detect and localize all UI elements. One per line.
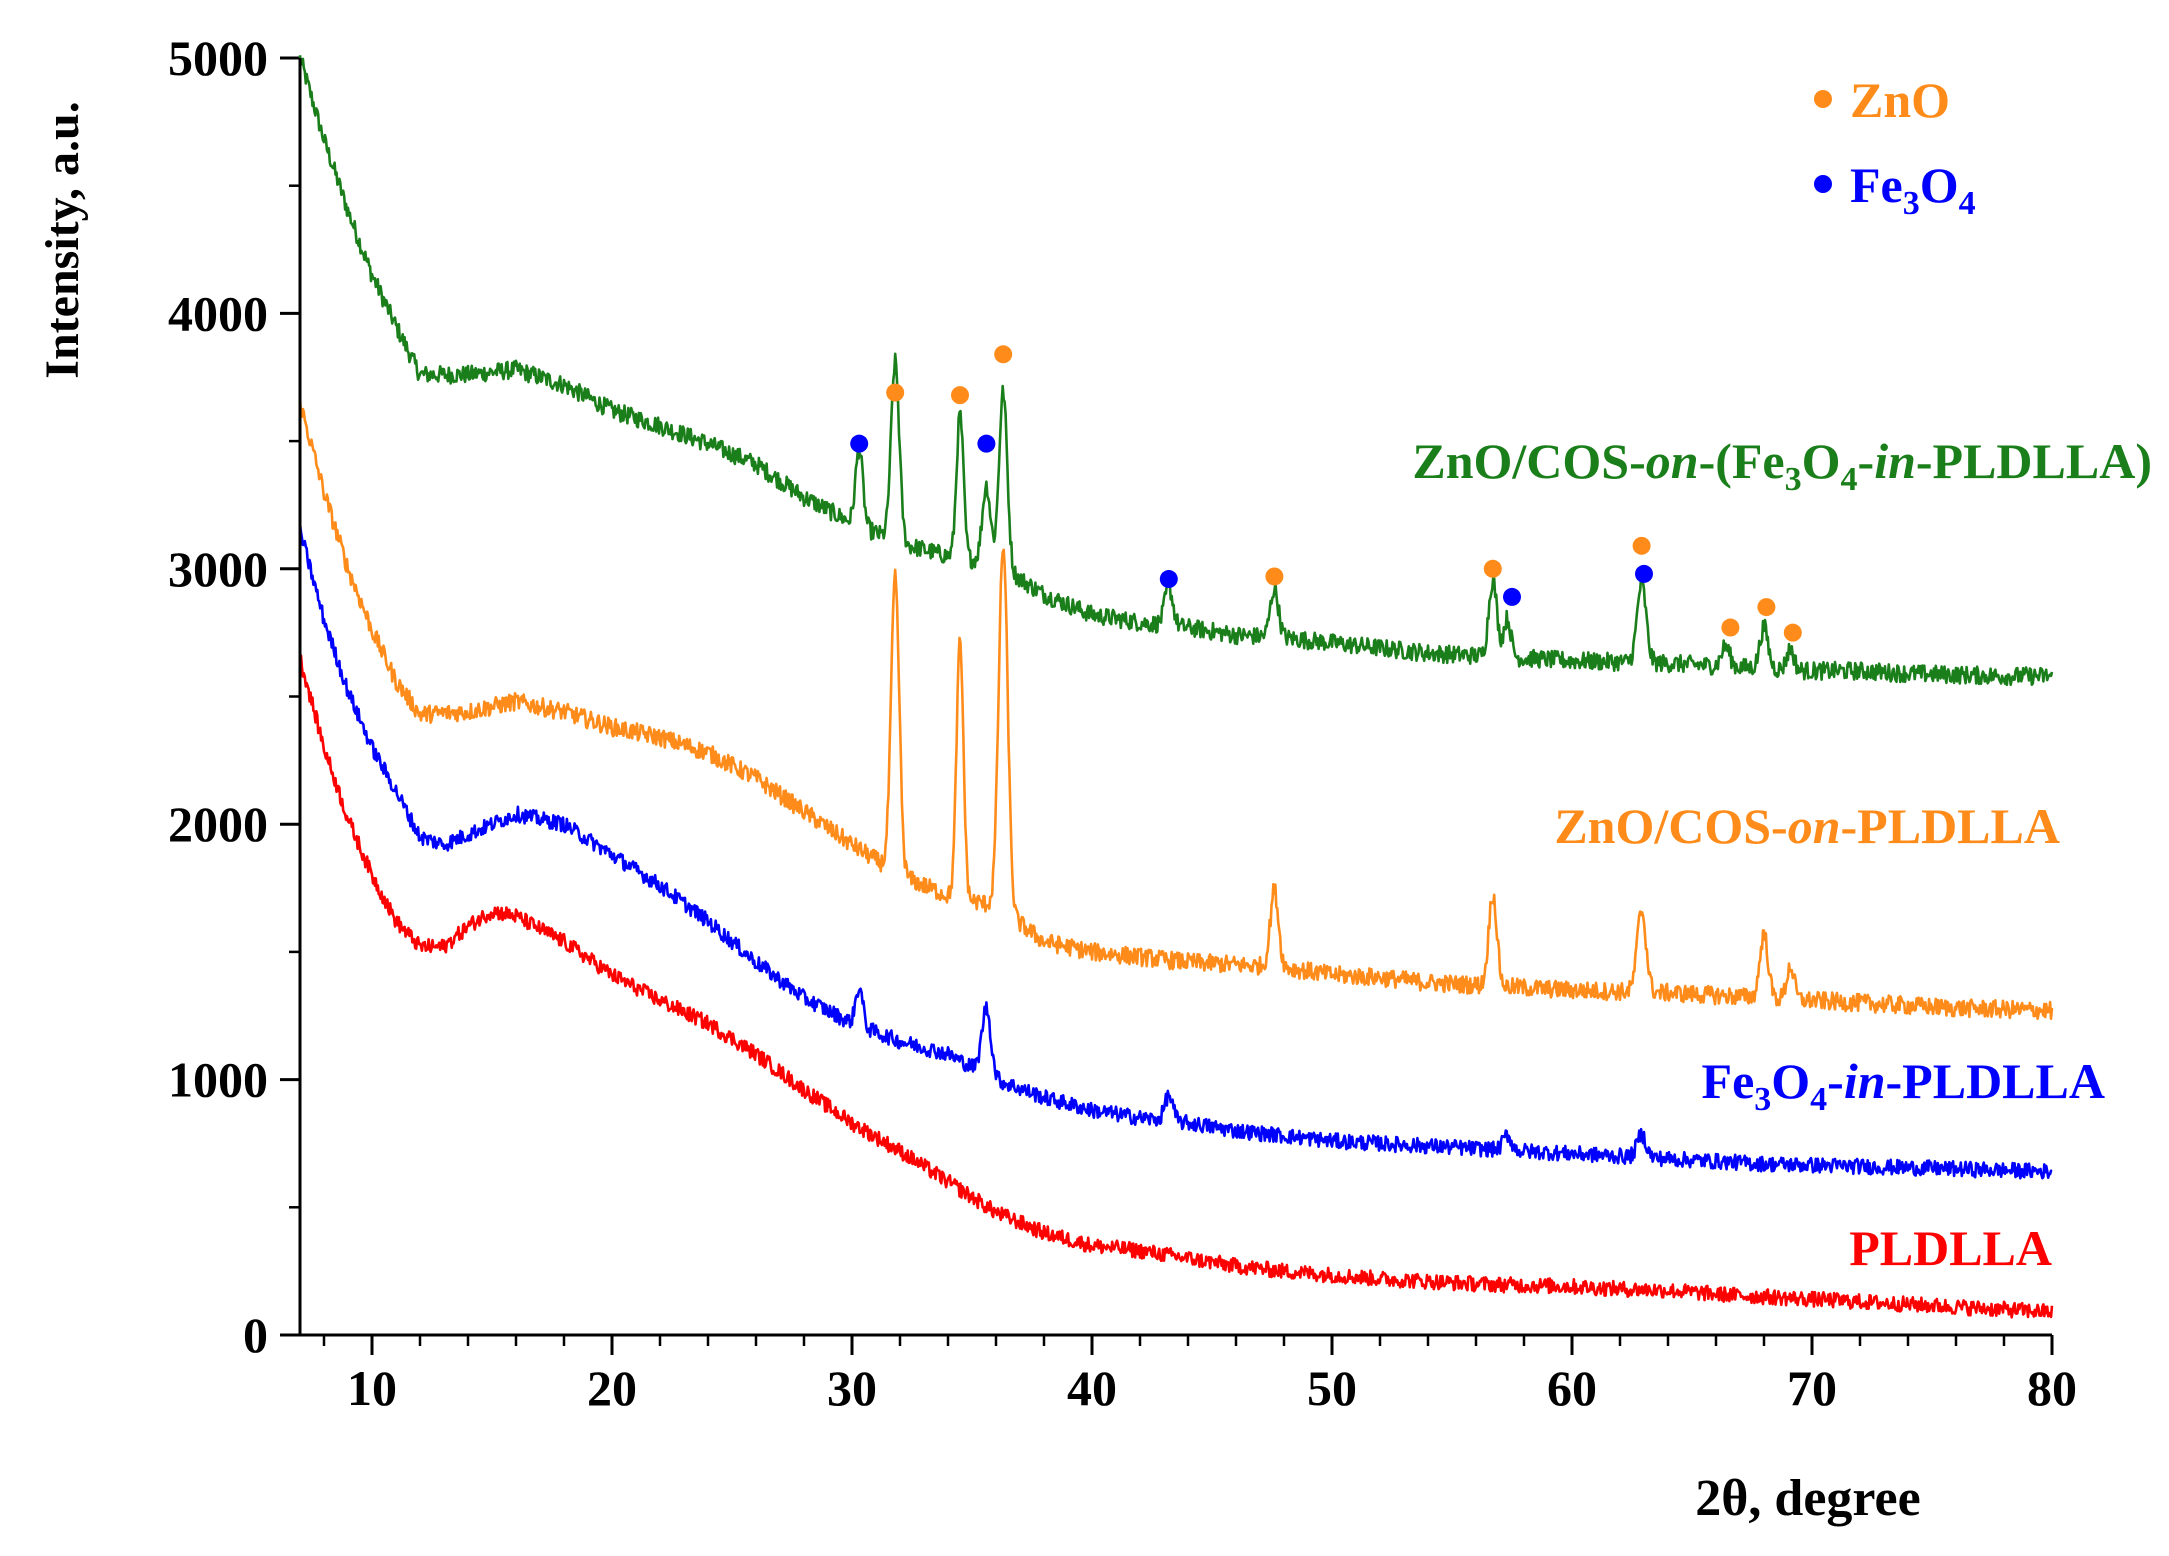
legend: ZnO Fe3O4 bbox=[1814, 72, 1976, 222]
x-tick-label: 30 bbox=[827, 1360, 877, 1416]
series-line-3 bbox=[298, 654, 2054, 1319]
x-tick-label: 50 bbox=[1307, 1360, 1357, 1416]
y-tick-label: 4000 bbox=[168, 285, 268, 341]
x-tick-label: 40 bbox=[1067, 1360, 1117, 1416]
y-tick-label: 3000 bbox=[168, 541, 268, 597]
series-line-0 bbox=[298, 55, 2054, 687]
x-axis-label: 2θ, degree bbox=[1695, 1470, 1920, 1527]
phase-marker-fe3o4 bbox=[1635, 564, 1653, 583]
axis-ticks: 10 20 30 40 50 60 70 80 0 1000 2000 3000 4000 5000 bbox=[168, 30, 2077, 1416]
series-label-0: ZnO/COS-on-(Fe3O4-in-PLDLLA) bbox=[1412, 433, 2152, 498]
phase-marker-fe3o4 bbox=[1503, 587, 1521, 606]
y-tick-label: 5000 bbox=[168, 30, 268, 86]
x-tick-label: 80 bbox=[2027, 1360, 2077, 1416]
series-label-2: Fe3O4-in-PLDLLA bbox=[1702, 1053, 2105, 1118]
phase-marker-zno bbox=[951, 386, 969, 405]
phase-marker-zno bbox=[1265, 567, 1284, 586]
x-tick-label: 60 bbox=[1547, 1360, 1597, 1416]
series-curves bbox=[298, 55, 2054, 1319]
x-tick-label: 20 bbox=[587, 1360, 637, 1416]
phase-marker-zno bbox=[1483, 559, 1502, 578]
y-axis-label: Intensity, a.u. bbox=[36, 101, 89, 378]
phase-marker-fe3o4 bbox=[850, 434, 869, 453]
legend-fe3o4-marker bbox=[1814, 175, 1832, 193]
legend-fe3o4-label: Fe3O4 bbox=[1850, 157, 1976, 222]
series-labels: ZnO/COS-on-(Fe3O4-in-PLDLLA) ZnO/COS-on-P… bbox=[1412, 433, 2152, 1276]
phase-marker-zno bbox=[1632, 536, 1651, 555]
phase-marker-zno bbox=[886, 383, 905, 402]
series-label-1: ZnO/COS-on-PLDLLA bbox=[1554, 798, 2060, 854]
x-tick-label: 70 bbox=[1787, 1360, 1837, 1416]
y-tick-label: 2000 bbox=[168, 796, 268, 852]
phase-marker-fe3o4 bbox=[1159, 570, 1178, 589]
y-tick-label: 0 bbox=[243, 1307, 268, 1363]
series-label-3: PLDLLA bbox=[1849, 1220, 2052, 1276]
legend-zno-marker bbox=[1814, 90, 1832, 108]
phase-marker-zno bbox=[1721, 618, 1740, 637]
x-tick-label: 10 bbox=[347, 1360, 397, 1416]
phase-marker-zno bbox=[1757, 598, 1776, 617]
phase-marker-fe3o4 bbox=[977, 434, 996, 453]
phase-markers bbox=[850, 345, 1802, 642]
legend-zno-label: ZnO bbox=[1850, 72, 1950, 128]
phase-marker-zno bbox=[994, 345, 1013, 364]
series-line-1 bbox=[298, 396, 2054, 1020]
y-tick-label: 1000 bbox=[168, 1052, 268, 1108]
phase-marker-zno bbox=[1783, 623, 1802, 642]
series-line-2 bbox=[298, 523, 2053, 1180]
